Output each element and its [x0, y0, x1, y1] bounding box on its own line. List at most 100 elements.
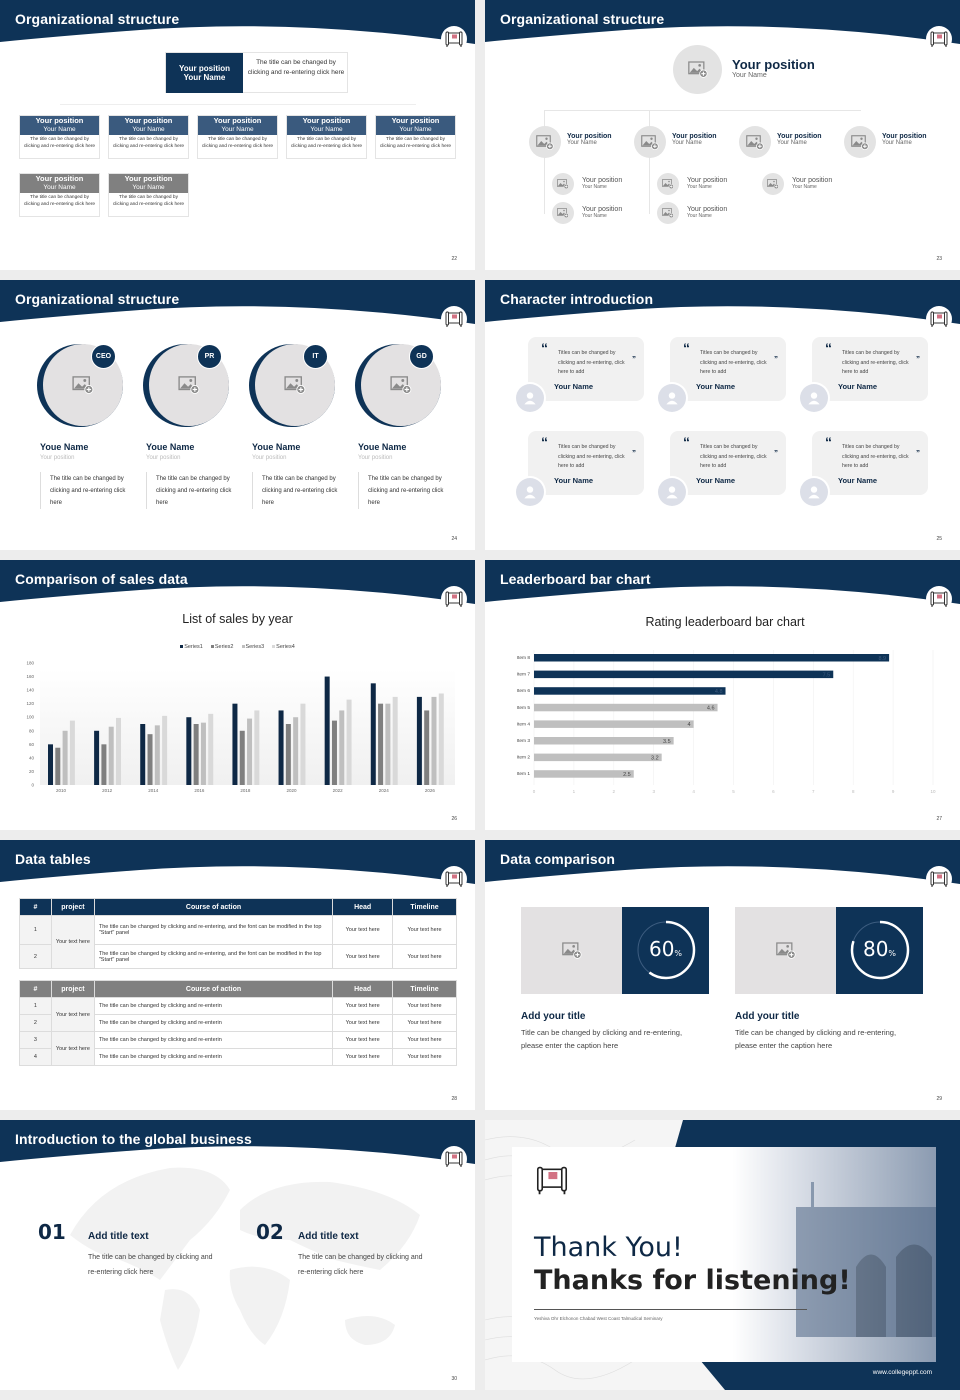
logo-icon: [926, 306, 952, 332]
item-number: 01: [38, 1220, 66, 1244]
logo-icon: [926, 586, 952, 612]
name-label: Your Name: [132, 125, 165, 133]
svg-text:7.5: 7.5: [823, 672, 831, 678]
open-quote-icon: “: [541, 434, 548, 450]
level2-label: Your position Your Name: [792, 177, 833, 190]
avatar[interactable]: [798, 382, 830, 414]
avatar[interactable]: [798, 476, 830, 508]
org-box[interactable]: Your position Your Name The title can be …: [19, 115, 100, 159]
org-box[interactable]: Your position Your Name The title can be …: [19, 173, 100, 217]
org-box[interactable]: Your position Your Name The title can be …: [197, 115, 278, 159]
avatar[interactable]: [514, 382, 546, 414]
org-box[interactable]: Your position Your Name The title can be …: [286, 115, 367, 159]
slide-29[interactable]: Data comparison 60% Add your title Title…: [485, 840, 960, 1110]
level1-label: Your position Your Name: [777, 133, 822, 146]
org-box[interactable]: Your position Your Name The title can be …: [108, 115, 189, 159]
svg-text:4: 4: [692, 789, 695, 794]
svg-text:2010: 2010: [56, 788, 67, 793]
member-name: Youe Name: [146, 442, 195, 452]
chart-title: List of sales by year: [182, 612, 293, 626]
slide-31-thank-you[interactable]: Thank You! Thanks for listening! Yeshiva…: [485, 1120, 960, 1390]
slide-23[interactable]: Organizational structure Your position Y…: [485, 0, 960, 270]
logo-icon: [441, 866, 467, 892]
slide-title: Organizational structure: [500, 11, 665, 27]
member-name: Youe Name: [40, 442, 89, 452]
slide-28[interactable]: Data tables # project Course of action Head…: [0, 840, 475, 1110]
slide-title: Character introduction: [500, 291, 654, 307]
quote-text: Titles can be changed by clicking and re…: [558, 350, 625, 375]
svg-text:40: 40: [29, 755, 35, 760]
svg-text:Item 3: Item 3: [517, 738, 531, 744]
name-label: Your Name: [43, 125, 76, 133]
slide-title: Data tables: [15, 851, 91, 867]
svg-text:0: 0: [31, 783, 34, 788]
thanks-for-listening: Thanks for listening!: [534, 1265, 851, 1296]
org-desc: The title can be changed by clicking and…: [23, 137, 96, 149]
role-badge: CEO: [91, 344, 116, 369]
logo-icon: [926, 26, 952, 52]
level2-label: Your position Your Name: [687, 206, 728, 219]
avatar[interactable]: [656, 476, 688, 508]
connector-line: [60, 104, 416, 105]
org-desc: The title can be changed by clicking and…: [112, 195, 185, 207]
level1-photo[interactable]: [634, 126, 666, 158]
svg-text:2016: 2016: [194, 788, 205, 793]
level1-photo[interactable]: [739, 126, 771, 158]
org-desc: The title can be changed by clicking and…: [379, 137, 452, 149]
slide-header: Introduction to the global business: [0, 1120, 475, 1166]
divider: [40, 472, 41, 509]
image-placeholder-icon: [562, 942, 582, 959]
slide-25[interactable]: Character introduction “ Titles can be c…: [485, 280, 960, 550]
slide-22[interactable]: Organizational structure Your position Y…: [0, 0, 475, 270]
org-box[interactable]: Your position Your Name The title can be …: [108, 173, 189, 217]
level1-photo[interactable]: [844, 126, 876, 158]
percentage-panel: 80%: [836, 907, 923, 994]
org-box[interactable]: Your position Your Name The title can be …: [375, 115, 456, 159]
top-label: Your position Your Name: [732, 57, 815, 79]
legend-item: Series4: [272, 644, 295, 650]
slide-title: Organizational structure: [15, 11, 180, 27]
avatar[interactable]: [656, 382, 688, 414]
website-url[interactable]: www.collegeppt.com: [872, 1369, 932, 1376]
photo-placeholder[interactable]: [521, 907, 622, 994]
item-desc: The title can be changed by clicking and…: [88, 1254, 213, 1276]
image-placeholder-icon: [557, 179, 569, 189]
member-position: Your position: [40, 455, 75, 461]
level1-photo[interactable]: [529, 126, 561, 158]
slide-27[interactable]: Leaderboard bar chart Rating leaderboard…: [485, 560, 960, 830]
slide-26[interactable]: Comparison of sales data List of sales b…: [0, 560, 475, 830]
position-label: Your position: [35, 116, 84, 125]
slide-24[interactable]: Organizational structure CEO Youe Name Y…: [0, 280, 475, 550]
quote-card: “ Titles can be changed by clicking and …: [812, 431, 928, 495]
item-desc: Title can be changed by clicking and re-…: [521, 1028, 683, 1050]
svg-text:8.9: 8.9: [878, 656, 886, 662]
org-desc: The title can be changed by clicking and…: [201, 137, 274, 149]
image-placeholder-icon: [746, 135, 764, 150]
svg-text:120: 120: [26, 701, 34, 706]
slide-title: Data comparison: [500, 851, 616, 867]
org-top-box: Your position Your Name The title can be…: [165, 52, 348, 93]
top-photo-placeholder[interactable]: [673, 45, 722, 94]
thank-you-card: Thank You! Thanks for listening! Yeshiva…: [512, 1147, 936, 1362]
avatar[interactable]: [514, 476, 546, 508]
svg-text:Item 8: Item 8: [517, 655, 531, 661]
legend-item: Series1: [180, 644, 203, 650]
svg-text:3.5: 3.5: [663, 739, 671, 745]
role-badge: IT: [303, 344, 328, 369]
image-placeholder-icon: [851, 135, 869, 150]
percentage-panel: 60%: [622, 907, 709, 994]
column-header: #: [19, 898, 52, 916]
photo-placeholder[interactable]: [735, 907, 836, 994]
svg-text:160: 160: [26, 674, 34, 679]
level2-photo[interactable]: [552, 173, 574, 195]
image-placeholder-icon: [688, 61, 708, 78]
slide-30[interactable]: Introduction to the global business 01 A…: [0, 1120, 475, 1390]
level2-photo[interactable]: [657, 202, 679, 224]
character-name: Your Name: [838, 382, 878, 391]
user-icon: [522, 484, 538, 500]
level2-label: Your position Your Name: [687, 177, 728, 190]
quote-card: “ Titles can be changed by clicking and …: [528, 431, 644, 495]
level2-photo[interactable]: [762, 173, 784, 195]
level2-photo[interactable]: [552, 202, 574, 224]
level2-photo[interactable]: [657, 173, 679, 195]
